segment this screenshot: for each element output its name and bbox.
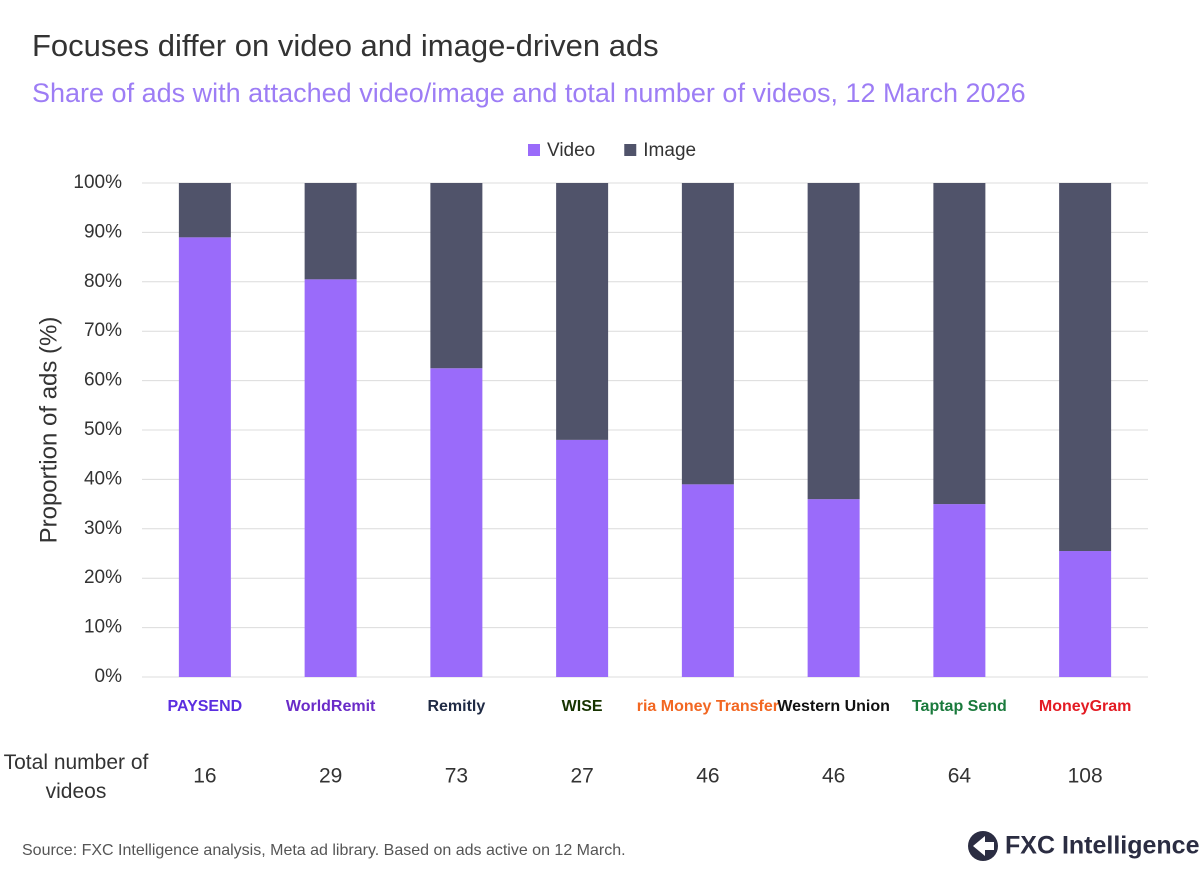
bar-segment	[1059, 183, 1112, 552]
bar-segment	[178, 237, 231, 677]
x-tick-label: WorldRemit	[286, 698, 376, 715]
x-tick-label: WISE	[562, 698, 603, 715]
brand-logo: FXC Intelligence	[968, 831, 1200, 861]
bar-segment	[178, 183, 231, 238]
x-tick-label: Western Union	[777, 698, 890, 715]
total-videos-value: 27	[570, 765, 593, 788]
y-tick-label: 50%	[84, 419, 122, 440]
total-videos-value: 64	[948, 765, 972, 788]
legend-swatch	[528, 144, 540, 156]
x-tick-label: Remitly	[427, 698, 485, 715]
chart-subtitle: Share of ads with attached video/image a…	[32, 78, 1026, 108]
total-videos-value: 108	[1068, 765, 1103, 788]
y-tick-label: 80%	[84, 271, 122, 292]
total-videos-value: 16	[193, 765, 216, 788]
total-videos-value: 46	[822, 765, 845, 788]
total-videos-value: 29	[319, 765, 342, 788]
bar-segment	[807, 183, 860, 500]
chart-title: Focuses differ on video and image-driven…	[32, 28, 659, 63]
y-tick-label: 40%	[84, 468, 122, 489]
legend-label: Video	[547, 140, 595, 161]
y-tick-label: 60%	[84, 370, 122, 391]
y-tick-label: 20%	[84, 567, 122, 588]
legend-label: Image	[643, 140, 696, 161]
bar-segment	[304, 279, 357, 677]
total-videos-label: Total number of videos	[3, 751, 149, 803]
bar-segment	[681, 183, 734, 485]
bar-segment	[933, 504, 986, 677]
brand-name: FXC Intelligence	[1005, 832, 1200, 860]
bar-segment	[933, 183, 986, 505]
y-tick-label: 0%	[95, 666, 123, 687]
y-tick-label: 100%	[73, 172, 122, 193]
y-tick-label: 30%	[84, 518, 122, 539]
source: Source: FXC Intelligence analysis, Meta …	[22, 842, 626, 859]
legend-swatch	[624, 144, 637, 156]
y-tick-label: 90%	[84, 221, 122, 242]
x-tick-label: ria Money Transfer	[637, 698, 779, 715]
brand-icon-arrow	[973, 836, 994, 856]
bar-segment	[681, 484, 734, 677]
bar-segment	[430, 183, 483, 369]
bar-segment	[1059, 551, 1112, 677]
y-tick-label: 10%	[84, 617, 122, 638]
x-tick-label: Taptap Send	[912, 698, 1007, 715]
total-videos-value: 73	[445, 765, 468, 788]
x-tick-label: MoneyGram	[1039, 698, 1131, 715]
y-tick-label: 70%	[84, 320, 122, 341]
y-axis-label: Proportion of ads (%)	[35, 317, 62, 544]
bar-segment	[430, 368, 483, 677]
x-tick-label: PAYSEND	[168, 698, 243, 715]
bar-segment	[556, 439, 609, 677]
bar-segment	[807, 499, 860, 677]
bar-segment	[304, 183, 357, 280]
total-videos-value: 46	[696, 765, 719, 788]
bar-segment	[556, 183, 609, 440]
